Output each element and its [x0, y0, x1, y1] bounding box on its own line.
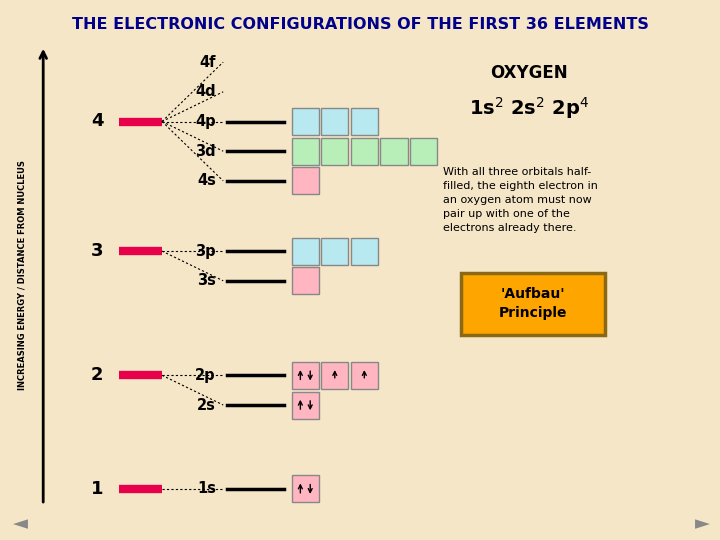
- Bar: [292, 138, 319, 165]
- Text: 4f: 4f: [199, 55, 216, 70]
- Text: 4s: 4s: [197, 173, 216, 188]
- Text: ◄: ◄: [13, 514, 28, 534]
- Bar: [292, 108, 319, 135]
- Text: 3d: 3d: [195, 144, 216, 159]
- Text: 4: 4: [91, 112, 104, 131]
- Bar: [321, 238, 348, 265]
- Text: 3s: 3s: [197, 273, 216, 288]
- Bar: [292, 267, 319, 294]
- Bar: [351, 108, 378, 135]
- Bar: [410, 138, 437, 165]
- Text: 1s$^2$ 2s$^2$ 2p$^4$: 1s$^2$ 2s$^2$ 2p$^4$: [469, 95, 590, 121]
- Text: ►: ►: [695, 514, 710, 534]
- Bar: [351, 362, 378, 389]
- Text: THE ELECTRONIC CONFIGURATIONS OF THE FIRST 36 ELEMENTS: THE ELECTRONIC CONFIGURATIONS OF THE FIR…: [71, 17, 649, 32]
- Bar: [380, 138, 408, 165]
- Bar: [461, 273, 605, 335]
- Text: 1: 1: [91, 480, 104, 498]
- Bar: [292, 362, 319, 389]
- Text: 4d: 4d: [195, 84, 216, 99]
- Bar: [321, 108, 348, 135]
- Bar: [292, 167, 319, 194]
- Text: 'Aufbau'
Principle: 'Aufbau' Principle: [498, 287, 567, 321]
- Text: 1s: 1s: [197, 481, 216, 496]
- Text: INCREASING ENERGY / DISTANCE FROM NUCLEUS: INCREASING ENERGY / DISTANCE FROM NUCLEU…: [17, 160, 26, 390]
- Bar: [351, 238, 378, 265]
- Text: 2s: 2s: [197, 397, 216, 413]
- Text: OXYGEN: OXYGEN: [490, 64, 568, 82]
- Text: 2: 2: [91, 366, 104, 384]
- Text: With all three orbitals half-
filled, the eighth electron in
an oxygen atom must: With all three orbitals half- filled, th…: [443, 167, 598, 233]
- Bar: [321, 138, 348, 165]
- Text: 3: 3: [91, 242, 104, 260]
- Text: 4p: 4p: [195, 114, 216, 129]
- Bar: [351, 138, 378, 165]
- Bar: [292, 238, 319, 265]
- Bar: [321, 362, 348, 389]
- Text: 2p: 2p: [195, 368, 216, 383]
- Bar: [292, 475, 319, 502]
- Text: 3p: 3p: [195, 244, 216, 259]
- Bar: [292, 392, 319, 418]
